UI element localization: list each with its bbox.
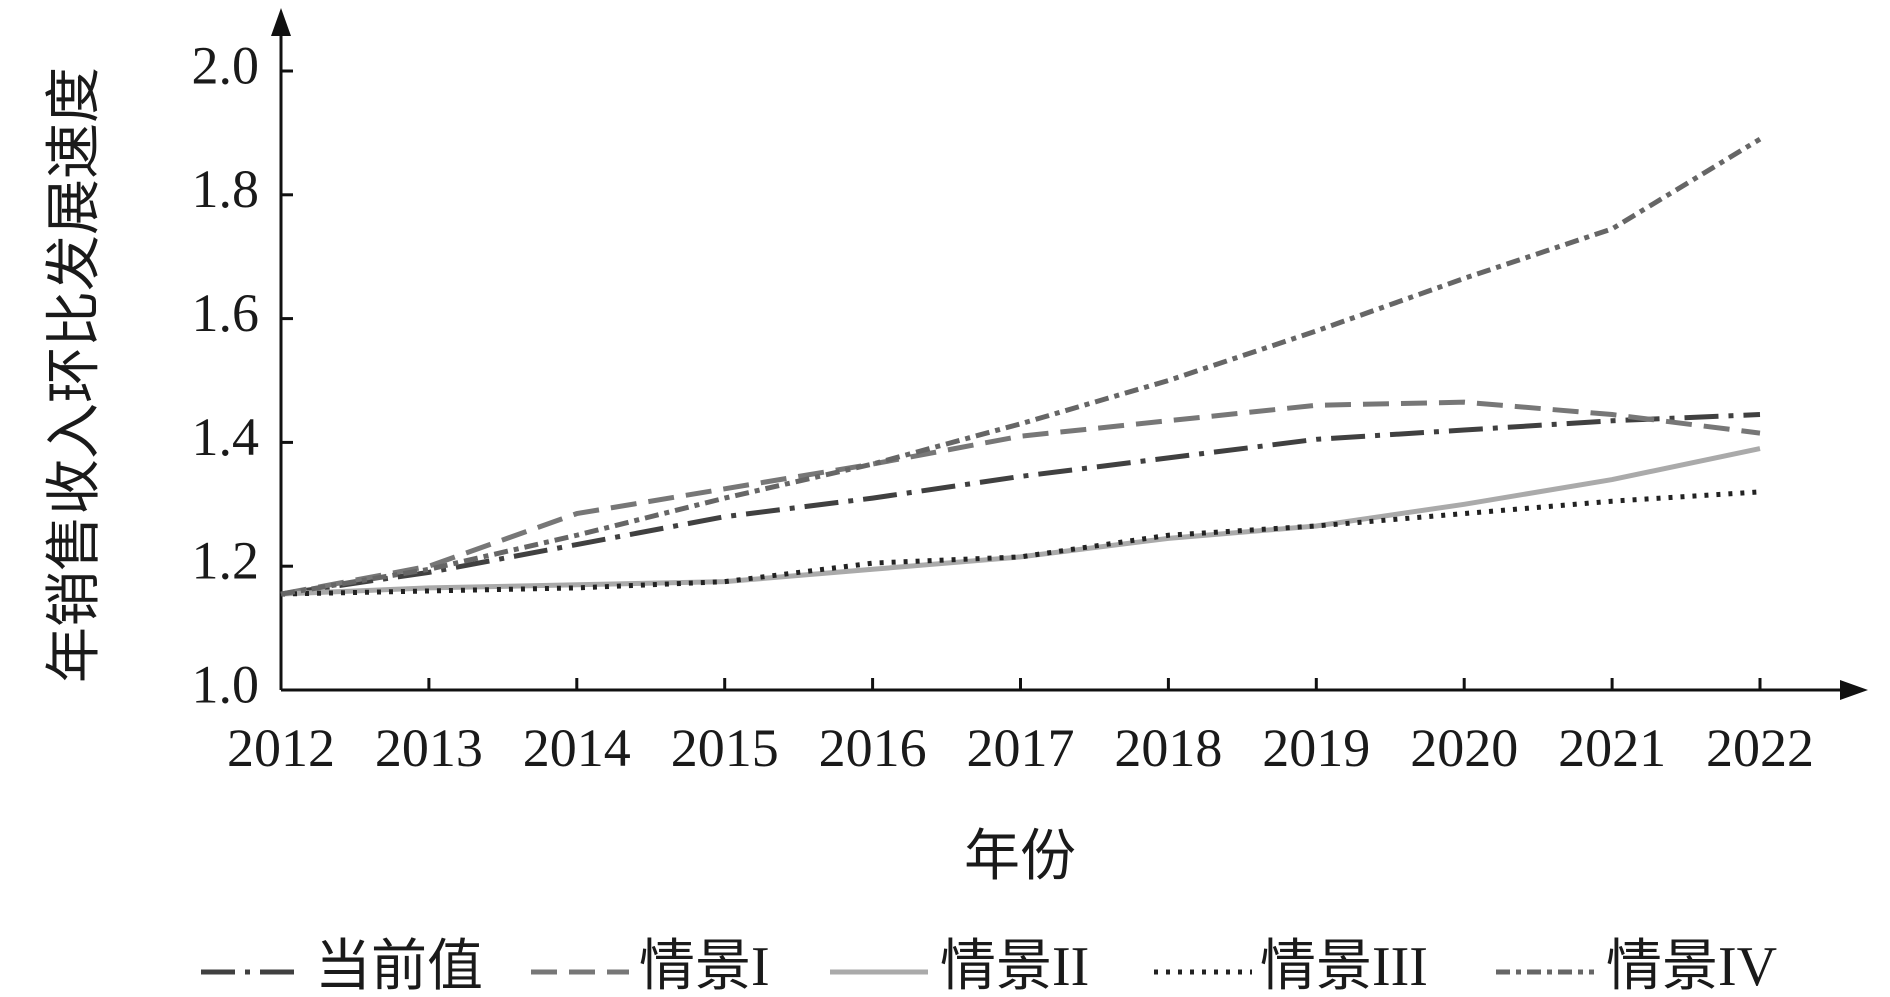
legend-label: 情景IV bbox=[1606, 936, 1777, 992]
y-tick-label: 1.4 bbox=[192, 407, 260, 467]
y-tick-label: 2.0 bbox=[192, 35, 260, 95]
x-axis-label: 年份 bbox=[964, 826, 1076, 888]
x-tick-label: 2014 bbox=[523, 718, 631, 778]
legend-label: 情景III bbox=[1260, 936, 1428, 992]
x-tick-label: 2022 bbox=[1706, 718, 1814, 778]
y-tick-label: 1.6 bbox=[192, 283, 260, 343]
y-axis-label: 年销售收入环比发展速度 bbox=[44, 67, 106, 683]
x-tick-label: 2013 bbox=[375, 718, 483, 778]
x-tick-label: 2018 bbox=[1114, 718, 1222, 778]
x-tick-label: 2015 bbox=[671, 718, 779, 778]
y-arrow bbox=[271, 8, 291, 36]
legend-label: 情景II bbox=[940, 936, 1089, 992]
series-line bbox=[280, 412, 1761, 597]
x-arrow bbox=[1840, 680, 1868, 700]
x-tick-label: 2021 bbox=[1558, 718, 1666, 778]
series-line bbox=[280, 136, 1762, 597]
x-tick-label: 2012 bbox=[227, 718, 335, 778]
y-tick-label: 1.8 bbox=[192, 159, 260, 219]
y-tick-label: 1.2 bbox=[192, 531, 260, 591]
x-tick-label: 2019 bbox=[1262, 718, 1370, 778]
y-tick-label: 1.0 bbox=[192, 654, 260, 714]
legend-label: 当前值 bbox=[315, 936, 483, 992]
x-tick-label: 2020 bbox=[1410, 718, 1518, 778]
series-line bbox=[280, 446, 1761, 597]
x-tick-label: 2017 bbox=[967, 718, 1075, 778]
series-line bbox=[280, 399, 1761, 597]
legend-label: 情景I bbox=[639, 936, 770, 992]
series-line bbox=[280, 489, 1761, 597]
x-tick-label: 2016 bbox=[819, 718, 927, 778]
